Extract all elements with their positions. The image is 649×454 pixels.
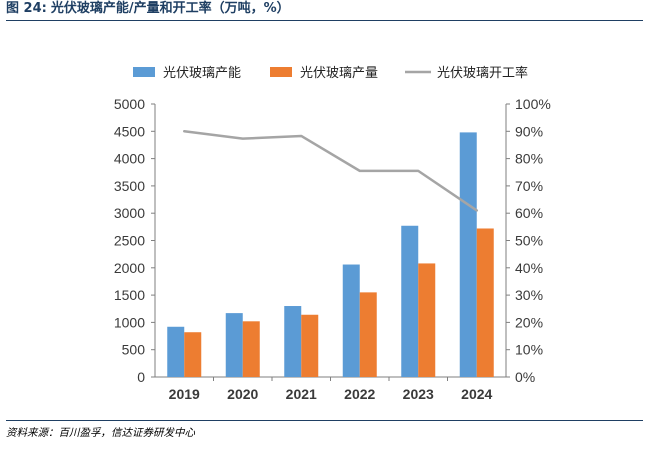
x-tick-label: 2019 <box>169 386 200 402</box>
capacity-bar <box>284 306 302 377</box>
capacity-bar <box>167 326 185 377</box>
x-tick-label: 2021 <box>286 386 317 402</box>
y-tick-label: 2500 <box>114 233 145 249</box>
y-tick-label: 4500 <box>114 123 145 139</box>
output-bar <box>184 332 202 377</box>
output-bar <box>359 292 377 377</box>
y-right-tick-label: 70% <box>515 178 543 194</box>
y-tick-label: 3500 <box>114 178 145 194</box>
y-right-tick-label: 10% <box>515 342 543 358</box>
capacity-bar <box>459 132 477 377</box>
capacity-bar <box>342 264 360 377</box>
y-right-tick-label: 60% <box>515 205 543 221</box>
y-right-tick-label: 40% <box>515 260 543 276</box>
y-tick-label: 4000 <box>114 151 145 167</box>
output-bar <box>418 263 436 377</box>
capacity-bar <box>225 313 243 377</box>
y-right-tick-label: 0% <box>515 369 535 385</box>
legend-utilization-label: 光伏玻璃开工率 <box>437 65 528 81</box>
y-right-tick-label: 30% <box>515 287 543 303</box>
y-right-tick-label: 50% <box>515 233 543 249</box>
y-tick-label: 2000 <box>114 260 145 276</box>
output-bar <box>301 314 319 377</box>
output-bar <box>476 228 494 377</box>
y-right-tick-label: 20% <box>515 314 543 330</box>
legend-output-swatch <box>270 67 292 77</box>
y-right-tick-label: 80% <box>515 151 543 167</box>
figure-title: 光伏玻璃产能/产量和开工率（万吨，%） <box>50 1 290 16</box>
figure-title-bar: 图 24: 光伏玻璃产能/产量和开工率（万吨，%） <box>6 0 643 21</box>
y-right-tick-label: 90% <box>515 123 543 139</box>
y-tick-label: 0 <box>137 369 145 385</box>
y-tick-label: 5000 <box>114 96 145 112</box>
legend-output-label: 光伏玻璃产量 <box>300 66 378 81</box>
source-note: 资料来源：百川盈孚，信达证券研发中心 <box>6 420 643 440</box>
x-tick-label: 2020 <box>227 386 258 402</box>
y-tick-label: 1000 <box>114 314 145 330</box>
x-tick-label: 2024 <box>461 386 492 402</box>
legend-capacity-label: 光伏玻璃产能 <box>163 66 241 81</box>
capacity-bar <box>401 225 419 377</box>
figure-number: 图 24: <box>6 1 47 16</box>
x-tick-label: 2022 <box>344 386 375 402</box>
y-tick-label: 1500 <box>114 287 145 303</box>
x-tick-label: 2023 <box>403 386 434 402</box>
y-tick-label: 3000 <box>114 205 145 221</box>
utilization-line <box>183 130 478 212</box>
y-tick-label: 500 <box>122 342 146 358</box>
output-bar <box>242 321 260 377</box>
y-right-tick-label: 100% <box>515 96 551 112</box>
legend-capacity-swatch <box>133 67 155 77</box>
